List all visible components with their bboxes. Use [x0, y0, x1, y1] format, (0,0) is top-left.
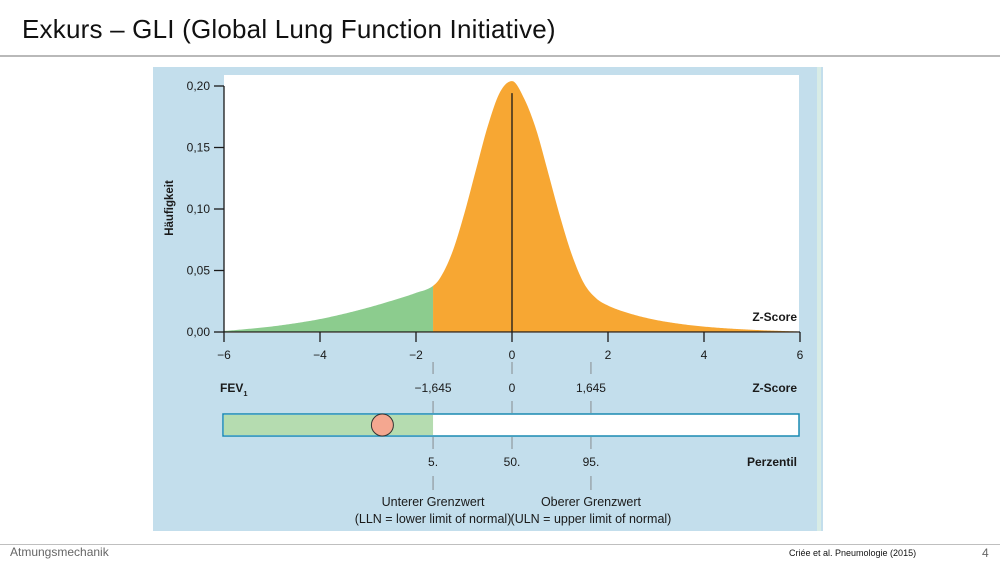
citation: Criée et al. Pneumologie (2015): [789, 548, 917, 558]
x-axis-label: Z-Score: [752, 310, 797, 324]
percentile-labels: 5. 50. 95.: [428, 437, 599, 469]
figure-right-edge: [817, 67, 821, 531]
normal-range-area: [433, 81, 800, 332]
percentile-bar-lower-segment: [224, 415, 434, 435]
y-tick-label: 0,10: [187, 202, 211, 216]
y-tick-label: 0,00: [187, 325, 211, 339]
x-tick-label: 0: [509, 348, 516, 362]
annotation-title: Unterer Grenzwert: [382, 495, 485, 509]
page-number: 4: [982, 546, 989, 560]
zscore-marker-label: −1,645: [415, 381, 452, 395]
annotation-title: Oberer Grenzwert: [541, 495, 642, 509]
fev-label-main: FEV: [220, 381, 243, 395]
percentile-label: 95.: [583, 455, 600, 469]
y-tick-label: 0,15: [187, 141, 211, 155]
footer-divider: [0, 544, 1000, 545]
fev1-label: FEV1: [220, 381, 248, 398]
x-axis-ticks: −6 −4 −2 0 2 4 6: [217, 332, 804, 362]
slide-title: Exkurs – GLI (Global Lung Function Initi…: [22, 14, 556, 44]
y-tick-label: 0,05: [187, 264, 211, 278]
zscore-marker-label: 1,645: [576, 381, 606, 395]
percentile-scale-label: Perzentil: [747, 455, 797, 469]
footer-section-label: Atmungsmechanik: [10, 545, 109, 559]
percentile-label: 50.: [504, 455, 521, 469]
gli-distribution-figure: 0,00 0,05 0,10 0,15 0,20 −6 −4 −2 0 2 4 6 Häufigke…: [153, 67, 823, 531]
percentile-label: 5.: [428, 455, 438, 469]
x-tick-label: 2: [605, 348, 612, 362]
x-tick-label: 6: [797, 348, 804, 362]
limit-annotations: Unterer Grenzwert (LLN = lower limit of n…: [355, 476, 672, 526]
patient-value-marker: [370, 413, 394, 437]
lower-tail-area: [224, 285, 434, 332]
x-tick-label: −2: [409, 348, 423, 362]
fev-label-sub: 1: [243, 389, 247, 398]
title-divider: [0, 55, 1000, 57]
x-tick-label: −4: [313, 348, 327, 362]
annotation-subtitle: (ULN = upper limit of normal): [511, 512, 672, 526]
zscore-markers: −1,645 0 1,645: [415, 362, 606, 413]
y-tick-label: 0,20: [187, 79, 211, 93]
x-tick-label: −6: [217, 348, 231, 362]
y-axis-ticks: 0,00 0,05 0,10 0,15 0,20: [187, 79, 224, 339]
x-tick-label: 4: [701, 348, 708, 362]
y-axis-label: Häufigkeit: [164, 180, 176, 236]
zscore-marker-label: 0: [509, 381, 516, 395]
annotation-subtitle: (LLN = lower limit of normal): [355, 512, 512, 526]
zscore-scale-label: Z-Score: [752, 381, 797, 395]
